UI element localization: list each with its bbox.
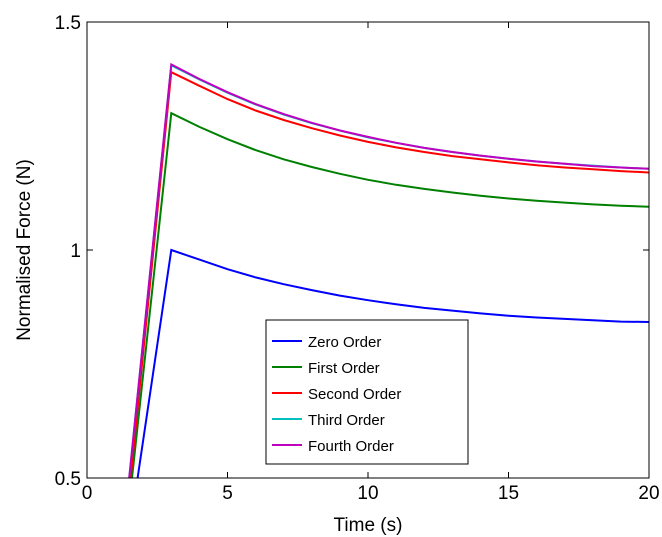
x-tick-label: 20 bbox=[638, 483, 659, 504]
x-tick-label: 15 bbox=[498, 483, 519, 504]
y-axis-title: Normalised Force (N) bbox=[14, 159, 35, 341]
series-line-fourth-order bbox=[128, 62, 650, 479]
x-axis-title: Time (s) bbox=[334, 515, 403, 536]
x-tick-label: 10 bbox=[357, 483, 378, 504]
legend-label: Third Order bbox=[308, 412, 385, 429]
legend-label: Second Order bbox=[308, 386, 401, 403]
legend: Zero Order First Order Second Order Third O… bbox=[265, 319, 469, 465]
x-tick-label: 0 bbox=[82, 483, 93, 504]
y-tick-label: 0.5 bbox=[55, 469, 81, 490]
series-line-first-order bbox=[131, 111, 650, 479]
plot-area-frame bbox=[86, 21, 650, 479]
legend-label: First Order bbox=[308, 360, 380, 377]
series-line-second-order bbox=[129, 70, 650, 479]
legend-label: Zero Order bbox=[308, 334, 381, 351]
tick-layer: 0 5 10 15 20 0.5 1 1.5 bbox=[55, 13, 660, 504]
series-line-zero-order bbox=[136, 248, 650, 479]
y-tick-label: 1 bbox=[70, 241, 81, 262]
legend-box bbox=[265, 319, 469, 465]
legend-label: Fourth Order bbox=[308, 438, 394, 455]
y-tick-label: 1.5 bbox=[55, 13, 81, 34]
x-tick-label: 5 bbox=[222, 483, 233, 504]
series-layer bbox=[128, 62, 650, 479]
